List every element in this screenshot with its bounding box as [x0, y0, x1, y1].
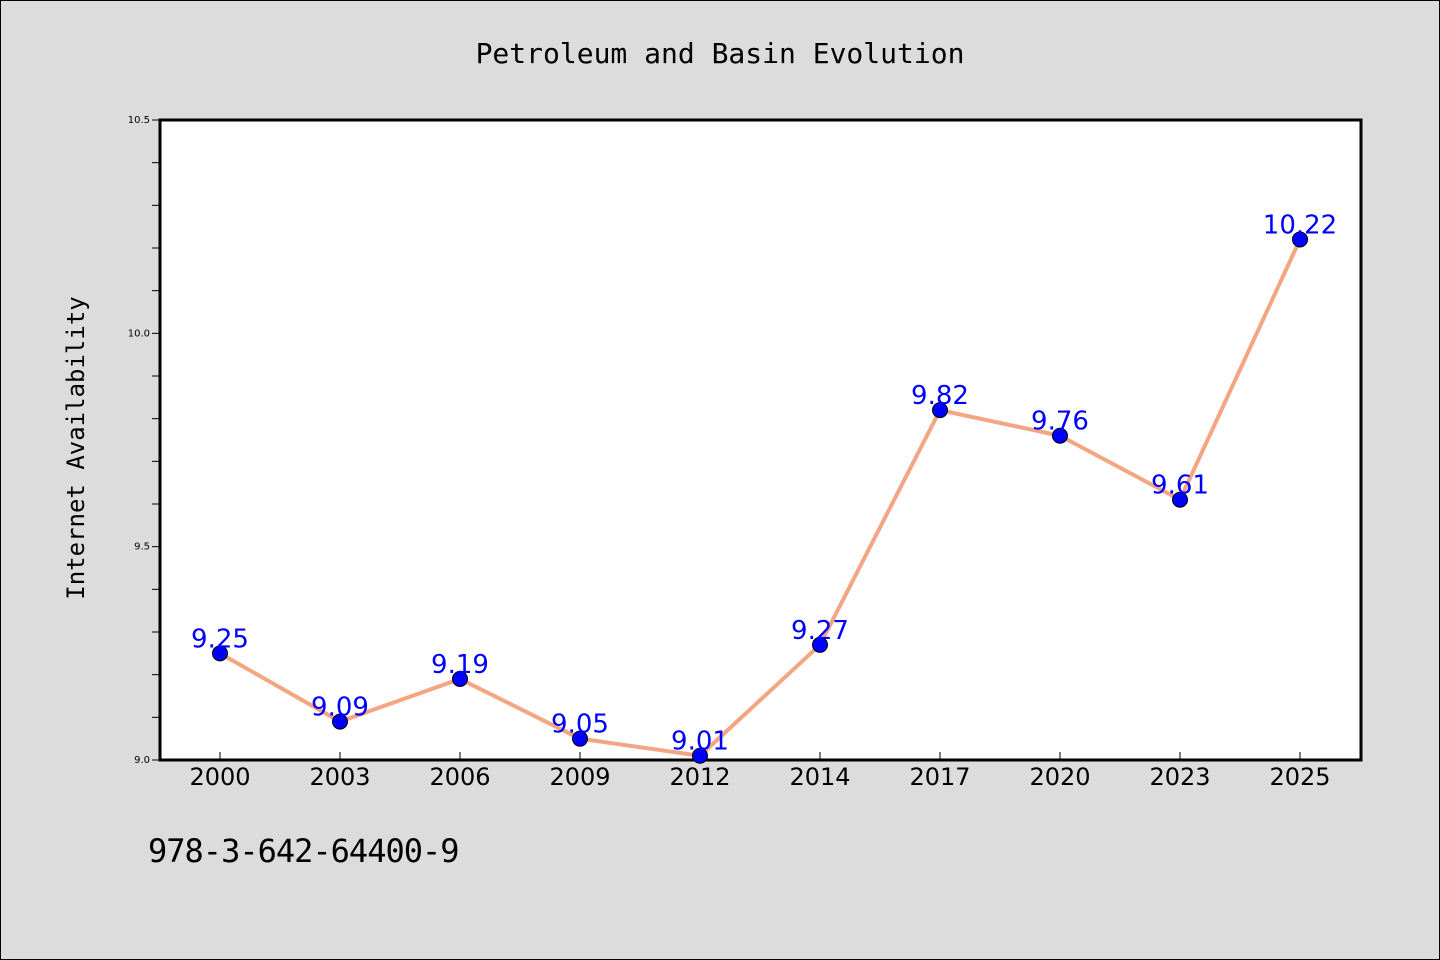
y-tick-label: 9.0: [134, 755, 150, 766]
x-tick-label: 2020: [1029, 763, 1090, 791]
x-tick-label: 2003: [309, 763, 370, 791]
data-label: 9.82: [911, 381, 969, 411]
x-tick-label: 2006: [429, 763, 490, 791]
x-tick-label: 2009: [549, 763, 610, 791]
data-point: [1052, 427, 1068, 444]
y-tick-label: 9.5: [134, 542, 150, 553]
data-label: 9.27: [791, 616, 849, 646]
x-tick-label: 2025: [1269, 763, 1330, 791]
data-point: [452, 670, 468, 687]
data-label: 9.05: [551, 710, 609, 740]
data-point: [1172, 491, 1188, 508]
y-tick-label: 10.0: [128, 328, 150, 339]
series-line: [219, 238, 1302, 758]
y-tick-label: 10.5: [128, 115, 150, 126]
data-point: [572, 730, 588, 747]
data-point: [212, 645, 228, 662]
data-labels: 9.25 9.09 9.19 9.05 9.01 9.27 9.82 9.76 9.61 10.2…: [191, 210, 1337, 756]
x-tick-label: 2000: [189, 763, 250, 791]
x-axis: 2000 2003 2006 2009 2012 2014 2017 2020 2023 2025: [189, 752, 1331, 791]
data-label: 10.22: [1263, 210, 1337, 240]
data-label: 9.25: [191, 624, 249, 654]
series-markers: [212, 231, 1308, 764]
y-axis-label: Internet Availability: [62, 296, 90, 599]
isbn-text: 978-3-642-64400-9: [148, 832, 460, 870]
x-tick-label: 2023: [1149, 763, 1210, 791]
data-label: 9.19: [431, 650, 489, 680]
data-label: 9.61: [1151, 471, 1209, 501]
data-point: [932, 402, 948, 419]
x-tick-label: 2017: [909, 763, 970, 791]
x-tick-label: 2014: [789, 763, 850, 791]
data-label: 9.09: [311, 693, 369, 723]
x-tick-label: 2012: [669, 763, 730, 791]
data-point: [332, 713, 348, 730]
y-axis: 9.0 9.5 10.0 10.5: [128, 115, 160, 766]
chart-title: Petroleum and Basin Evolution: [476, 37, 965, 70]
data-point: [812, 636, 828, 653]
data-point: [692, 747, 708, 764]
data-label: 9.01: [671, 727, 729, 757]
data-label: 9.76: [1031, 407, 1089, 437]
plot-area: [158, 118, 1363, 762]
data-point: [1292, 231, 1308, 248]
